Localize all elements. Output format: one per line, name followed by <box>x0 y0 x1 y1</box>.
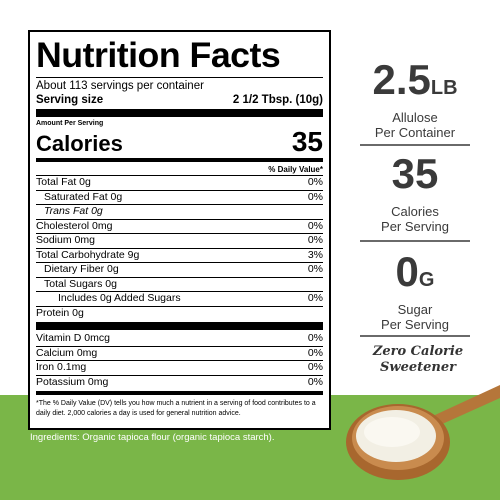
vitamin-row: Calcium 0mg 0% <box>36 345 323 361</box>
nutrient-label: Protein 0g <box>36 306 84 319</box>
stat-label-line2: Per Serving <box>381 219 449 234</box>
nutrient-dv: 0% <box>307 176 323 188</box>
stat-allulose: 2.5LB Allulose Per Container <box>345 56 485 141</box>
calories-value: 35 <box>291 126 323 157</box>
divider <box>36 77 323 78</box>
calories-row: Calories 35 <box>36 128 323 156</box>
nutrient-dv: 0% <box>307 292 323 304</box>
vitamin-label: Iron 0.1mg <box>36 361 87 373</box>
serving-size-row: Serving size 2 1/2 Tbsp. (10g) <box>36 93 323 107</box>
nutrient-dv: 0% <box>307 263 323 275</box>
nutrient-row: Total Fat 0g 0% <box>36 175 323 190</box>
nutrient-row: Trans Fat 0g <box>36 204 323 219</box>
servings-per-container: About 113 servings per container <box>36 80 204 92</box>
vitamin-label: Calcium 0mg <box>36 346 98 359</box>
stat-label-line2: Per Serving <box>381 317 449 332</box>
nutrient-rows: Total Fat 0g 0% Saturated Fat 0g 0% Trans … <box>36 175 323 320</box>
stat-sugar: 0G Sugar Per Serving <box>345 248 485 333</box>
calories-label: Calories <box>36 131 123 156</box>
serving-size-value: 2 1/2 Tbsp. (10g) <box>232 94 323 106</box>
nutrient-dv: 0% <box>307 190 323 203</box>
nutrient-row: Dietary Fiber 0g 0% <box>36 262 323 277</box>
stat-divider <box>360 335 470 337</box>
stat-divider <box>360 240 470 242</box>
nutrition-facts-panel: Nutrition Facts About 113 servings per c… <box>28 30 331 430</box>
nutrient-row: Protein 0g <box>36 305 323 321</box>
amount-per-serving: Amount Per Serving <box>36 120 104 127</box>
nutrient-label: Cholesterol 0mg <box>36 219 113 232</box>
nutrient-row: Includes 0g Added Sugars 0% <box>36 291 323 306</box>
zero-calorie-tagline: Zero Calorie Sweetener <box>358 344 478 376</box>
wooden-spoon-with-powder-image <box>346 385 500 480</box>
stat-unit: LB <box>430 77 458 99</box>
thick-divider <box>36 109 323 117</box>
stat-label-line2: Per Container <box>374 125 456 140</box>
nutrient-row: Saturated Fat 0g 0% <box>36 189 323 205</box>
stat-value: 35 <box>391 150 439 197</box>
stat-unit: G <box>418 269 435 291</box>
stat-divider <box>360 144 470 146</box>
nutrient-label: Total Sugars 0g <box>44 277 117 290</box>
nutrient-dv: 0% <box>307 234 323 246</box>
stat-label-line1: Sugar <box>397 302 433 317</box>
nutrient-row: Total Carbohydrate 9g 3% <box>36 247 323 263</box>
nutrient-dv: 3% <box>307 248 323 261</box>
tagline-line1: Zero Calorie <box>372 344 464 359</box>
nutrient-label: Dietary Fiber 0g <box>44 263 119 275</box>
nutrient-dv: 0% <box>307 219 323 232</box>
vitamin-row: Potassium 0mg 0% <box>36 374 323 390</box>
nutrition-facts-title: Nutrition Facts <box>36 36 281 75</box>
vitamin-row: Vitamin D 0mcg 0% <box>36 332 323 346</box>
vitamin-dv: 0% <box>307 375 323 388</box>
vitamin-rows: Vitamin D 0mcg 0% Calcium 0mg 0% Iron 0.1m… <box>36 332 323 389</box>
serving-size-label: Serving size <box>36 94 104 106</box>
tagline-line2: Sweetener <box>380 360 456 375</box>
vitamin-row: Iron 0.1mg 0% <box>36 360 323 375</box>
stat-label-line1: Calories <box>391 204 439 219</box>
nutrient-row: Total Sugars 0g <box>36 276 323 292</box>
stat-value: 0 <box>395 248 419 295</box>
vitamin-label: Potassium 0mg <box>36 375 109 388</box>
nutrient-label: Saturated Fat 0g <box>44 190 123 203</box>
stat-label-line1: Allulose <box>392 110 438 125</box>
stat-calories: 35 Calories Per Serving <box>345 150 485 235</box>
vitamin-dv: 0% <box>307 361 323 373</box>
stat-value: 2.5 <box>372 56 431 103</box>
nutrient-row: Cholesterol 0mg 0% <box>36 218 323 234</box>
daily-value-header: % Daily Value* <box>268 165 323 174</box>
medium-divider <box>36 158 323 162</box>
nutrient-label: Total Fat 0g <box>36 176 91 188</box>
nutrient-label: Total Carbohydrate 9g <box>36 248 140 261</box>
daily-value-footnote: *The % Daily Value (DV) tells you how mu… <box>36 400 316 417</box>
nutrient-row: Sodium 0mg 0% <box>36 233 323 248</box>
medium-divider <box>36 391 323 395</box>
vitamin-label: Vitamin D 0mcg <box>36 332 110 344</box>
nutrient-label: Trans Fat 0g <box>44 205 103 217</box>
nutrient-label: Sodium 0mg <box>36 234 95 246</box>
vitamin-dv: 0% <box>307 346 323 359</box>
nutrient-label: Includes 0g Added Sugars <box>58 292 181 304</box>
thick-divider <box>36 322 323 330</box>
ingredients-text: Ingredients: Organic tapioca flour (orga… <box>30 432 275 443</box>
vitamin-dv: 0% <box>307 332 323 344</box>
